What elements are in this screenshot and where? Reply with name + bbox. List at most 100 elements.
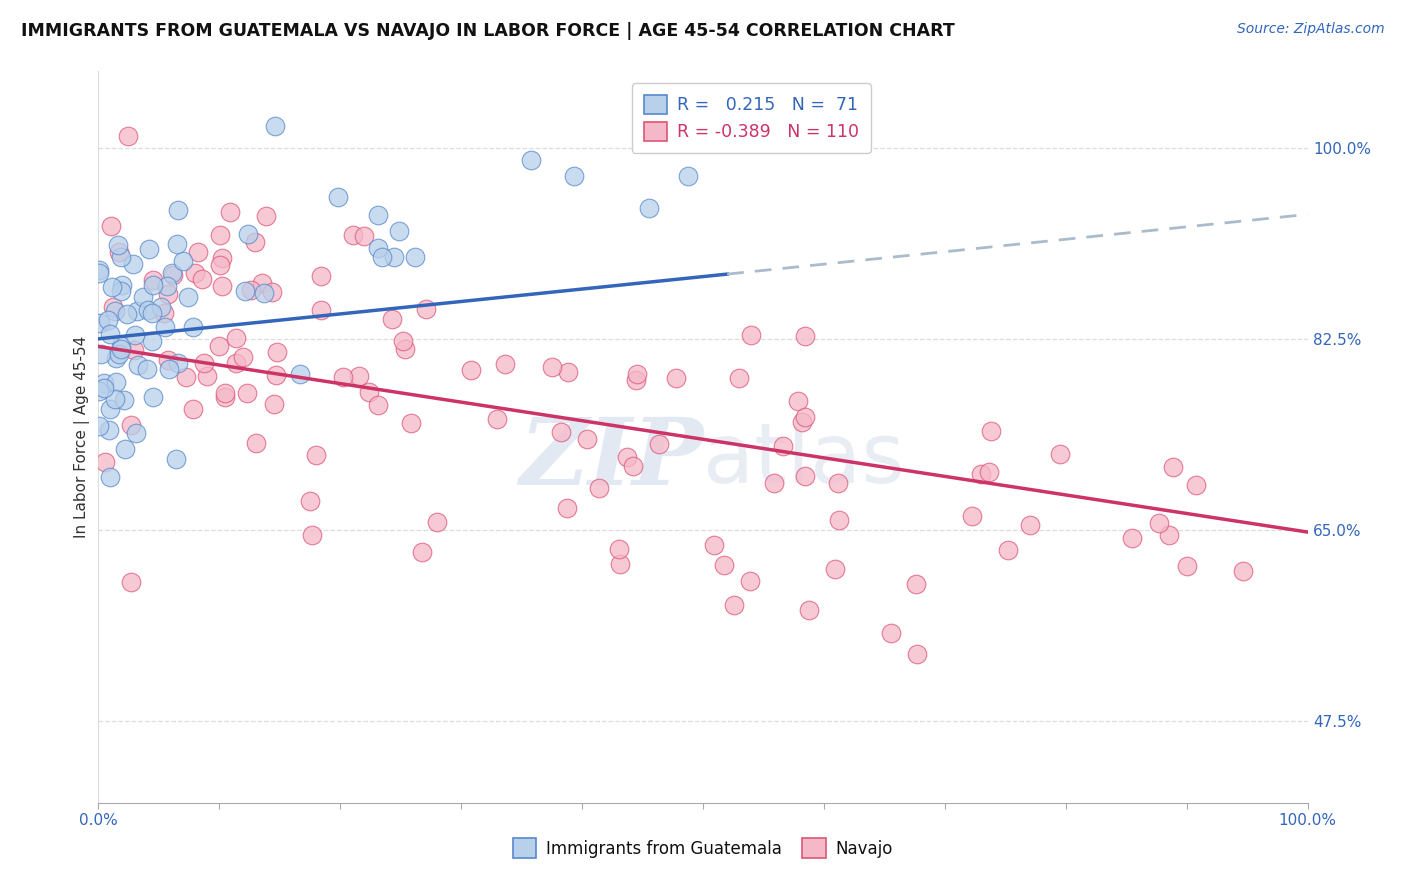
Text: Source: ZipAtlas.com: Source: ZipAtlas.com bbox=[1237, 22, 1385, 37]
Point bbox=[794, 328, 817, 343]
Point bbox=[141, 334, 163, 348]
Point bbox=[177, 290, 200, 304]
Point bbox=[125, 426, 148, 441]
Point bbox=[225, 356, 247, 370]
Point bbox=[541, 360, 564, 375]
Point bbox=[153, 320, 176, 334]
Point bbox=[98, 469, 121, 483]
Point bbox=[266, 344, 288, 359]
Point bbox=[997, 543, 1019, 558]
Point bbox=[253, 286, 276, 301]
Point bbox=[153, 306, 176, 320]
Point bbox=[120, 418, 142, 433]
Point bbox=[136, 303, 159, 318]
Point bbox=[494, 358, 516, 372]
Point bbox=[93, 381, 115, 395]
Point bbox=[141, 306, 163, 320]
Point bbox=[111, 278, 134, 293]
Point bbox=[239, 283, 262, 297]
Point bbox=[576, 433, 599, 447]
Point bbox=[381, 312, 404, 326]
Point bbox=[740, 574, 762, 588]
Point bbox=[1147, 516, 1170, 530]
Point bbox=[233, 284, 256, 298]
Point bbox=[166, 236, 188, 251]
Point bbox=[93, 376, 115, 390]
Point bbox=[98, 402, 121, 417]
Point bbox=[136, 362, 159, 376]
Point bbox=[89, 263, 111, 277]
Point bbox=[101, 300, 124, 314]
Point bbox=[1121, 531, 1143, 545]
Point bbox=[122, 343, 145, 357]
Point bbox=[962, 508, 984, 523]
Point bbox=[1018, 517, 1040, 532]
Point bbox=[799, 602, 821, 616]
Point bbox=[392, 334, 415, 349]
Point bbox=[142, 277, 165, 292]
Point bbox=[740, 328, 762, 343]
Point bbox=[94, 455, 117, 469]
Point bbox=[263, 397, 285, 411]
Point bbox=[208, 227, 231, 242]
Point bbox=[150, 301, 173, 315]
Point bbox=[193, 355, 215, 369]
Point bbox=[208, 258, 231, 272]
Point bbox=[426, 515, 449, 529]
Point bbox=[723, 599, 745, 613]
Point bbox=[371, 251, 394, 265]
Point bbox=[342, 227, 364, 242]
Point bbox=[411, 545, 433, 559]
Point bbox=[288, 367, 311, 381]
Point bbox=[120, 575, 142, 590]
Point bbox=[232, 350, 254, 364]
Point bbox=[101, 279, 124, 293]
Y-axis label: In Labor Force | Age 45-54: In Labor Force | Age 45-54 bbox=[75, 336, 90, 538]
Point bbox=[176, 370, 198, 384]
Point bbox=[555, 500, 578, 515]
Point bbox=[181, 319, 204, 334]
Point bbox=[104, 375, 127, 389]
Point bbox=[98, 326, 121, 341]
Point bbox=[98, 423, 121, 437]
Point bbox=[305, 448, 328, 462]
Point bbox=[254, 210, 277, 224]
Point bbox=[122, 257, 145, 271]
Point bbox=[264, 119, 287, 133]
Point bbox=[165, 452, 187, 467]
Point bbox=[415, 301, 437, 316]
Point bbox=[187, 245, 209, 260]
Point bbox=[394, 343, 416, 357]
Point bbox=[1161, 459, 1184, 474]
Point bbox=[110, 284, 132, 298]
Point bbox=[89, 418, 111, 433]
Point bbox=[728, 371, 751, 385]
Point bbox=[520, 153, 543, 167]
Point bbox=[970, 467, 993, 482]
Point bbox=[309, 268, 332, 283]
Point bbox=[110, 250, 132, 264]
Point bbox=[211, 278, 233, 293]
Point bbox=[89, 384, 111, 398]
Point bbox=[357, 384, 380, 399]
Point bbox=[388, 223, 411, 237]
Point bbox=[211, 251, 233, 265]
Point bbox=[486, 412, 509, 426]
Point bbox=[616, 450, 638, 464]
Point bbox=[762, 476, 785, 491]
Point bbox=[115, 307, 138, 321]
Point bbox=[980, 425, 1002, 439]
Point bbox=[1049, 448, 1071, 462]
Point bbox=[142, 273, 165, 287]
Point bbox=[172, 254, 194, 268]
Point bbox=[142, 390, 165, 404]
Point bbox=[332, 370, 354, 384]
Point bbox=[100, 219, 122, 234]
Point bbox=[166, 202, 188, 217]
Point bbox=[703, 538, 725, 552]
Point bbox=[979, 465, 1001, 479]
Point bbox=[353, 229, 375, 244]
Point bbox=[879, 626, 901, 640]
Text: IMMIGRANTS FROM GUATEMALA VS NAVAJO IN LABOR FORCE | AGE 45-54 CORRELATION CHART: IMMIGRANTS FROM GUATEMALA VS NAVAJO IN L… bbox=[21, 22, 955, 40]
Point bbox=[235, 386, 257, 401]
